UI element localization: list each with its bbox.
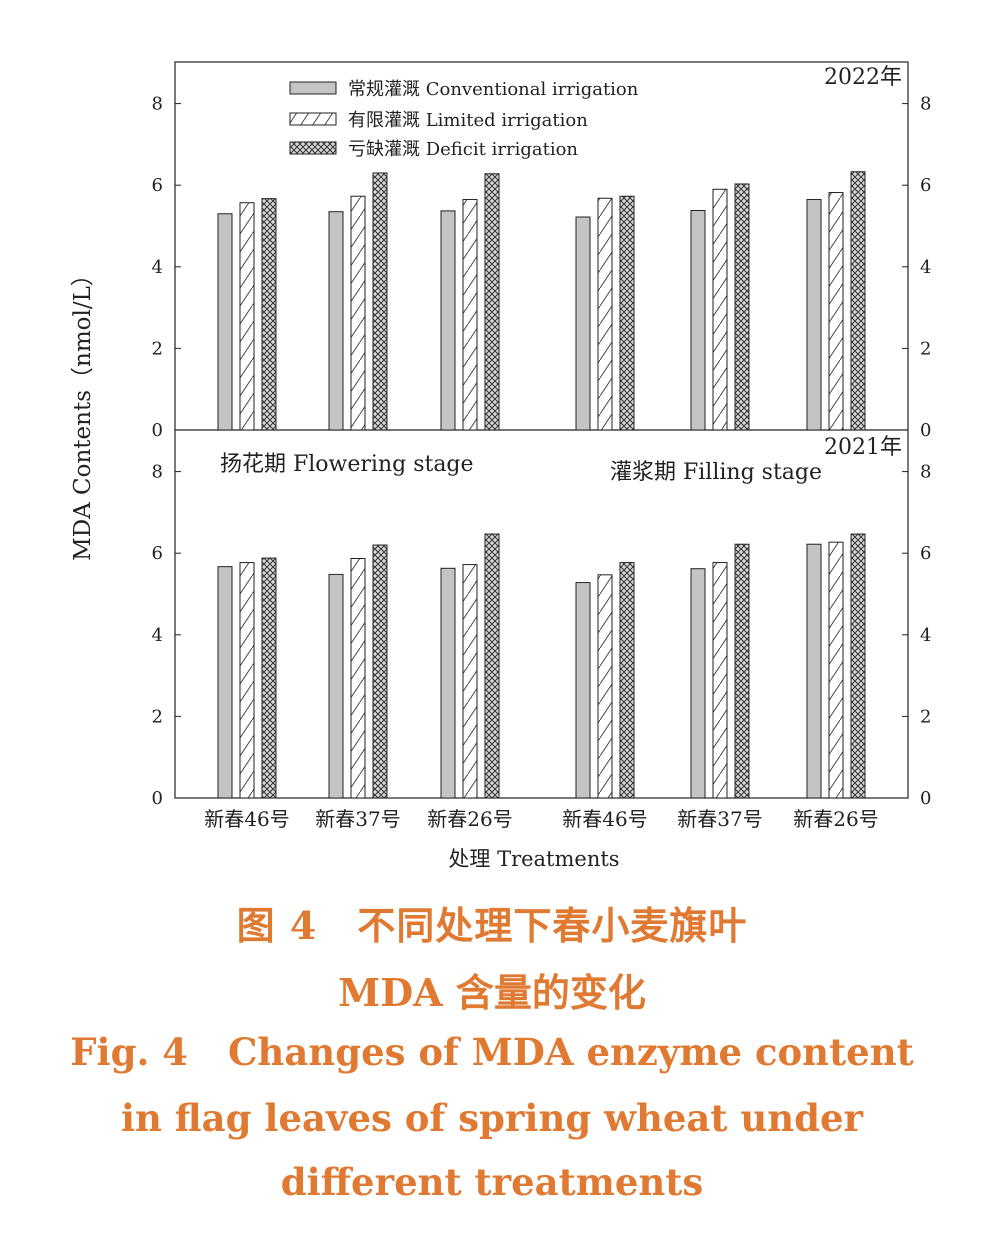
y-tick-label-right: 4: [920, 625, 931, 646]
bar: [806, 198, 822, 431]
bar: [372, 172, 388, 431]
stage-label-filling: 灌浆期 Filling stage: [610, 460, 822, 485]
caption-en-title-line1: Changes of MDA enzyme content: [227, 1030, 914, 1074]
y-tick-label-left: 8: [152, 94, 163, 115]
x-tick-label: 新春37号: [677, 807, 762, 831]
y-tick-label-right: 8: [920, 94, 931, 115]
bar: [372, 544, 388, 799]
bar: [484, 173, 500, 431]
bar: [575, 582, 591, 799]
y-tick-label-right: 6: [920, 175, 931, 196]
y-tick-label-right: 2: [920, 338, 931, 359]
caption-en-label: Fig. 4: [70, 1030, 188, 1074]
bar: [462, 198, 478, 431]
figure-area: 0 0 2 2 4 4 6 6 8 8 0 0 2 2 4 4 6 6 8 8 2022年 2021年扬花期 Flower…: [70, 61, 931, 871]
legend-label: 有限灌溉 Limited irrigation: [348, 110, 588, 131]
caption-en-title-line3: different treatments: [280, 1160, 704, 1204]
y-tick-label-right: 0: [920, 420, 931, 441]
legend-swatch: [289, 81, 337, 95]
bar: [462, 564, 478, 799]
y-axis-title: MDA Contents（nmol/L）: [70, 263, 96, 561]
bar: [734, 543, 750, 799]
caption-en-line1: Fig. 4 Changes of MDA enzyme content: [0, 1030, 984, 1074]
y-tick-label-left: 0: [152, 420, 163, 441]
y-tick-label-left: 0: [152, 788, 163, 809]
caption-cn-title-line2: MDA 含量的变化: [338, 970, 646, 1015]
stage-label-flowering: 扬花期 Flowering stage: [220, 452, 474, 477]
legend-label: 常规灌溉 Conventional irrigation: [348, 79, 639, 100]
y-tick-label-right: 6: [920, 543, 931, 564]
bar: [828, 541, 844, 799]
bar: [217, 213, 233, 431]
legend-swatch: [289, 141, 337, 155]
y-tick-label-right: 0: [920, 788, 931, 809]
bar: [440, 567, 456, 799]
y-tick-label-right: 4: [920, 257, 931, 278]
bar: [239, 562, 255, 799]
caption-cn-label: 图 4: [236, 903, 318, 948]
bar: [619, 195, 635, 431]
caption-cn-line1: 图 4 不同处理下春小麦旗叶: [0, 895, 984, 950]
caption-en-title-line2: in flag leaves of spring wheat under: [120, 1096, 864, 1140]
bar: [619, 562, 635, 799]
x-axis-title: 处理 Treatments: [448, 847, 619, 871]
bar: [217, 566, 233, 799]
x-tick-label: 新春46号: [562, 807, 647, 831]
x-tick-label: 新春26号: [427, 807, 512, 831]
y-tick-label-left: 6: [152, 543, 163, 564]
bar: [350, 195, 366, 431]
x-tick-label: 新春37号: [315, 807, 400, 831]
bar: [440, 210, 456, 431]
y-tick-label-left: 2: [152, 706, 163, 727]
bar: [328, 211, 344, 431]
bar: [690, 209, 706, 431]
y-tick-label-left: 4: [152, 625, 163, 646]
bar: [484, 533, 500, 799]
y-tick-label-right: 8: [920, 462, 931, 483]
y-tick-label-left: 6: [152, 175, 163, 196]
bar: [850, 171, 866, 431]
legend-label: 亏缺灌溉 Deficit irrigation: [348, 139, 578, 160]
bar: [597, 574, 613, 799]
bar: [806, 543, 822, 799]
bar: [828, 192, 844, 431]
y-tick-label-right: 2: [920, 706, 931, 727]
bar: [261, 198, 277, 431]
caption-cn-title-line1: 不同处理下春小麦旗叶: [357, 903, 748, 948]
x-tick-label: 新春46号: [204, 807, 289, 831]
bar: [597, 197, 613, 431]
bar: [575, 216, 591, 431]
x-tick-label: 新春26号: [793, 807, 878, 831]
bar: [712, 188, 728, 431]
bar: [350, 558, 366, 799]
bar: [239, 202, 255, 431]
panel-year-label: 2022年: [824, 65, 902, 90]
bar: [850, 533, 866, 799]
y-tick-label-left: 8: [152, 462, 163, 483]
bar: [690, 568, 706, 799]
panel-year-label: 2021年: [824, 435, 902, 460]
y-tick-label-left: 4: [152, 257, 163, 278]
bar: [328, 573, 344, 799]
y-tick-label-left: 2: [152, 338, 163, 359]
bar: [734, 183, 750, 431]
legend-swatch: [289, 112, 337, 126]
bar: [712, 562, 728, 799]
bar: [261, 557, 277, 799]
